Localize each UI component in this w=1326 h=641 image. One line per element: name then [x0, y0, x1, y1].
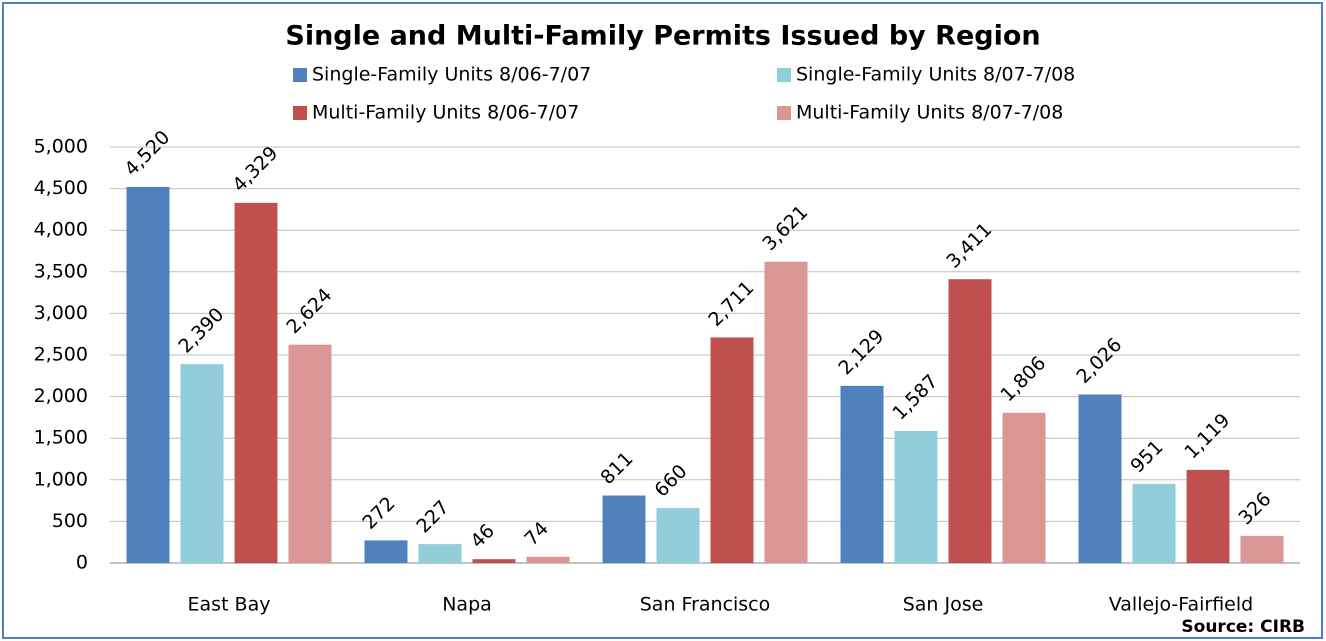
y-tick-label: 1,000	[34, 468, 88, 490]
y-tick-label: 4,000	[34, 219, 88, 241]
bar	[840, 385, 884, 563]
legend-swatch	[777, 106, 791, 120]
legend-label: Multi-Family Units 8/06-7/07	[312, 102, 579, 124]
bar	[764, 261, 808, 563]
bar	[1186, 469, 1230, 563]
legend-label: Single-Family Units 8/06-7/07	[312, 64, 591, 86]
legend-label: Single-Family Units 8/07-7/08	[796, 64, 1075, 86]
bar	[288, 344, 332, 563]
x-tick-label: Napa	[442, 594, 492, 616]
legend-label: Multi-Family Units 8/07-7/08	[796, 102, 1063, 124]
y-tick-label: 0	[76, 552, 88, 574]
x-tick-label: East Bay	[188, 594, 271, 616]
bar	[1132, 483, 1176, 563]
bar	[656, 508, 700, 563]
y-tick-label: 4,500	[34, 177, 88, 199]
legend-swatch	[777, 68, 791, 82]
bar	[1002, 412, 1046, 563]
x-tick-label: Vallejo-Fairfield	[1109, 594, 1253, 616]
y-tick-label: 3,500	[34, 260, 88, 282]
bar	[602, 495, 646, 563]
x-tick-label: San Francisco	[640, 594, 771, 616]
y-tick-label: 5,000	[34, 136, 88, 158]
x-tick-label: San Jose	[903, 594, 984, 616]
bar	[180, 364, 224, 563]
legend-swatch	[293, 68, 307, 82]
bar	[1078, 394, 1122, 563]
bar	[894, 430, 938, 563]
bar	[364, 540, 408, 563]
y-tick-label: 3,000	[34, 302, 88, 324]
bar	[126, 186, 170, 563]
bar	[948, 279, 992, 563]
bar	[472, 559, 516, 563]
source-note: Source: CIRB	[1181, 617, 1305, 637]
bar	[526, 556, 570, 563]
bar	[710, 337, 754, 563]
y-tick-label: 2,500	[34, 344, 88, 366]
y-tick-label: 500	[52, 510, 88, 532]
bar	[234, 202, 278, 563]
bar	[418, 544, 462, 563]
legend-swatch	[293, 106, 307, 120]
y-tick-label: 2,000	[34, 385, 88, 407]
y-tick-label: 1,500	[34, 427, 88, 449]
bar	[1240, 535, 1284, 563]
chart-title: Single and Multi-Family Permits Issued b…	[285, 21, 1040, 52]
